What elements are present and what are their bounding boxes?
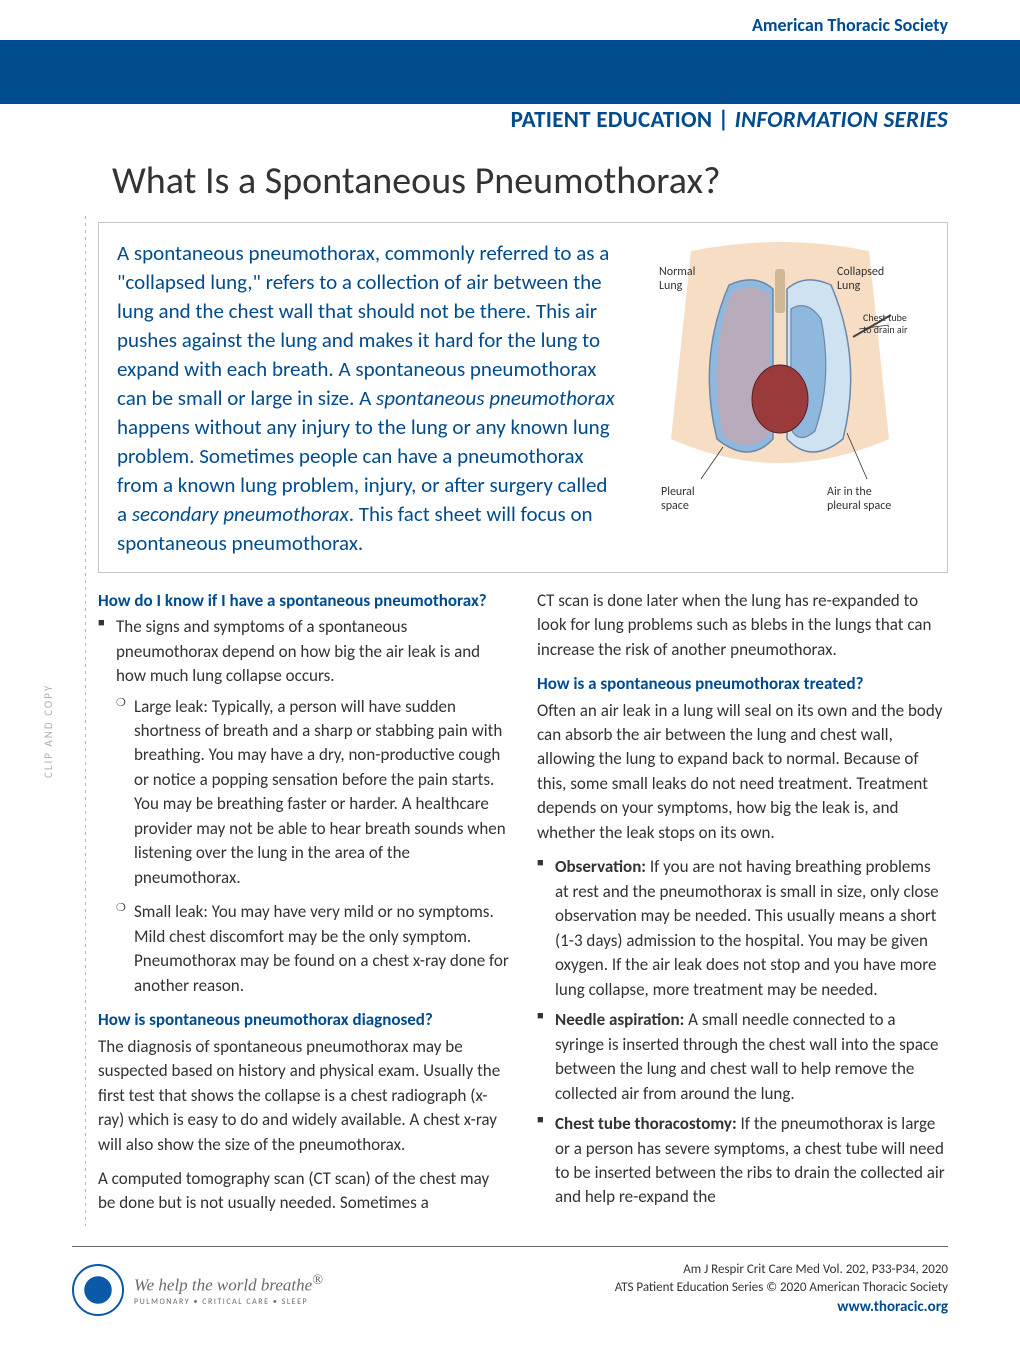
org-name: American Thoracic Society bbox=[0, 0, 1020, 40]
bullet-signs: The signs and symptoms of a spontaneous … bbox=[98, 615, 509, 688]
logo-block: We help the world breathe® PULMONARY • C… bbox=[72, 1264, 597, 1316]
h-treated: How is a spontaneous pneumothorax treate… bbox=[537, 672, 948, 696]
series-subheader: PATIENT EDUCATION | INFORMATION SERIES bbox=[511, 106, 948, 134]
svg-text:Collapsed: Collapsed bbox=[837, 265, 884, 279]
bullet-small-leak: Small leak: You may have very mild or no… bbox=[116, 900, 509, 998]
bullet-tube: Chest tube thoracostomy: If the pneumoth… bbox=[537, 1112, 948, 1210]
svg-text:Lung: Lung bbox=[837, 279, 861, 293]
footer: We help the world breathe® PULMONARY • C… bbox=[0, 1247, 1020, 1346]
left-column: How do I know if I have a spontaneous pn… bbox=[98, 589, 509, 1226]
needle-label: Needle aspiration: bbox=[555, 1009, 684, 1030]
p-diagnosis: The diagnosis of spontaneous pneumothora… bbox=[98, 1035, 509, 1157]
obs-label: Observation: bbox=[555, 856, 646, 877]
clip-rail bbox=[84, 214, 86, 1226]
header-bar: PATIENT EDUCATION | INFORMATION SERIES bbox=[0, 40, 1020, 104]
page-title: What Is a Spontaneous Pneumothorax? bbox=[98, 158, 948, 204]
intro-ital1: spontaneous pneumothorax bbox=[376, 385, 615, 411]
lung-diagram: Normal Lung Collapsed Lung Chest tube to… bbox=[631, 239, 929, 558]
bullet-needle: Needle aspiration: A small needle connec… bbox=[537, 1008, 948, 1106]
footer-tagline: We help the world breathe® bbox=[134, 1272, 323, 1296]
p-ct-cont: CT scan is done later when the lung has … bbox=[537, 589, 948, 662]
footer-url[interactable]: www.thoracic.org bbox=[615, 1297, 948, 1318]
d-normal: Normal bbox=[659, 265, 695, 279]
bullet-observation: Observation: If you are not having breat… bbox=[537, 855, 948, 1002]
bullet-large-leak: Large leak: Typically, a person will hav… bbox=[116, 695, 509, 891]
intro-text: A spontaneous pneumothorax, commonly ref… bbox=[117, 239, 617, 558]
right-column: CT scan is done later when the lung has … bbox=[537, 589, 948, 1226]
footer-tagline-sub: PULMONARY • CRITICAL CARE • SLEEP bbox=[134, 1297, 323, 1307]
h-symptoms: How do I know if I have a spontaneous pn… bbox=[98, 589, 509, 613]
clip-and-copy-label: CLIP AND COPY bbox=[42, 684, 55, 778]
svg-text:to drain air: to drain air bbox=[863, 323, 908, 336]
series-italic: INFORMATION SERIES bbox=[735, 106, 948, 134]
footer-copyright: ATS Patient Education Series © 2020 Amer… bbox=[615, 1279, 948, 1297]
svg-text:Lung: Lung bbox=[659, 279, 683, 293]
intro-ital2: secondary pneumothorax bbox=[132, 501, 349, 527]
svg-text:pleural space: pleural space bbox=[827, 499, 891, 513]
ats-seal-icon bbox=[72, 1264, 124, 1316]
h-diagnosed: How is spontaneous pneumothorax diagnose… bbox=[98, 1008, 509, 1032]
tube-label: Chest tube thoracostomy: bbox=[555, 1113, 737, 1134]
svg-text:Pleural: Pleural bbox=[661, 485, 695, 499]
footer-citation: Am J Respir Crit Care Med Vol. 202, P33-… bbox=[615, 1261, 948, 1279]
svg-text:Air in the: Air in the bbox=[827, 485, 872, 499]
p-ct: A computed tomography scan (CT scan) of … bbox=[98, 1167, 509, 1216]
footer-citation-block: Am J Respir Crit Care Med Vol. 202, P33-… bbox=[615, 1261, 948, 1318]
obs-text: If you are not having breathing problems… bbox=[555, 856, 939, 999]
svg-text:space: space bbox=[661, 499, 689, 513]
p-treat-intro: Often an air leak in a lung will seal on… bbox=[537, 699, 948, 846]
series-label: PATIENT EDUCATION | bbox=[511, 106, 735, 134]
intro-box: A spontaneous pneumothorax, commonly ref… bbox=[98, 222, 948, 573]
